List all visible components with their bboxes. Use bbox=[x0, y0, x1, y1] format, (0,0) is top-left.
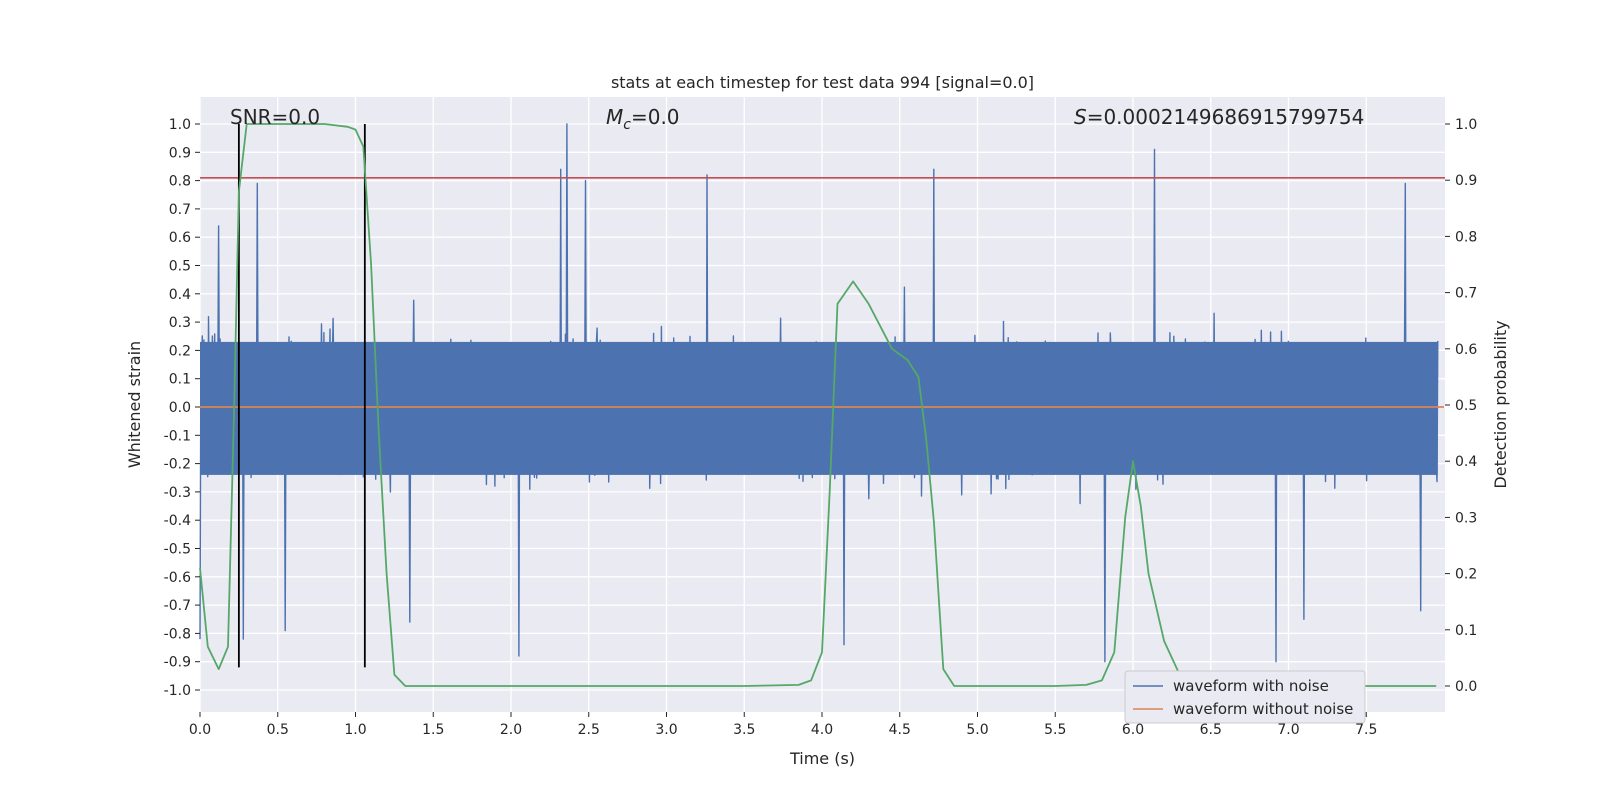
x-axis-label: Time (s) bbox=[789, 749, 855, 768]
chart-overlay bbox=[199, 123, 1445, 687]
y-tick-label: 0.0 bbox=[169, 400, 191, 416]
y2-tick-label: 0.8 bbox=[1455, 229, 1477, 245]
y-tick-label: -0.1 bbox=[164, 428, 191, 444]
y2-tick-label: 0.3 bbox=[1455, 510, 1477, 526]
annotation-s-symbol: S bbox=[1074, 105, 1087, 129]
annotation-mc-symbol: M bbox=[606, 105, 623, 129]
x-tick-label: 1.0 bbox=[344, 722, 366, 738]
y-tick-label: 0.4 bbox=[169, 287, 191, 303]
x-tick-label: 2.5 bbox=[578, 722, 600, 738]
y-tick-label: 0.9 bbox=[169, 145, 191, 161]
annotation-chirp-mass: Mc=0.0 bbox=[606, 105, 680, 133]
legend-label-clean: waveform without noise bbox=[1173, 700, 1353, 718]
x-tick-label: 2.0 bbox=[500, 722, 522, 738]
x-axis-ticks: 0.0 0.5 1.0 1.5 2.0 2.5 3.0 3.5 4.0 4.5 5.0 5.5 6.0 6… bbox=[189, 712, 1377, 738]
legend-box bbox=[1124, 670, 1366, 724]
y-axis-label: Whitened strain bbox=[125, 341, 144, 468]
y-tick-label: 0.3 bbox=[169, 315, 191, 331]
y2-tick-label: 0.0 bbox=[1455, 679, 1477, 695]
y2-tick-label: 0.4 bbox=[1455, 454, 1477, 470]
annotation-snr: SNR=0.0 bbox=[230, 105, 320, 129]
y2-tick-label: 0.2 bbox=[1455, 567, 1477, 583]
y2-axis-label: Detection probability bbox=[1491, 320, 1510, 488]
x-tick-label: 4.5 bbox=[889, 722, 911, 738]
y2-tick-label: 0.6 bbox=[1455, 342, 1477, 358]
y-tick-label: -0.9 bbox=[164, 655, 191, 671]
x-tick-label: 3.0 bbox=[655, 722, 677, 738]
y-tick-label: -0.7 bbox=[164, 598, 191, 614]
x-tick-label: 6.0 bbox=[1122, 722, 1144, 738]
x-tick-label: 5.0 bbox=[966, 722, 988, 738]
series-detection-probability bbox=[199, 123, 1437, 687]
y-tick-label: 1.0 bbox=[169, 117, 191, 133]
y-tick-label: -0.2 bbox=[164, 457, 191, 473]
x-tick-label: 0.5 bbox=[267, 722, 289, 738]
x-tick-label: 6.5 bbox=[1200, 722, 1222, 738]
x-tick-label: 7.0 bbox=[1277, 722, 1299, 738]
x-tick-label: 0.0 bbox=[189, 722, 211, 738]
y-tick-label: 0.7 bbox=[169, 202, 191, 218]
x-tick-label: 4.0 bbox=[811, 722, 833, 738]
x-tick-label: 7.5 bbox=[1355, 722, 1377, 738]
y2-tick-label: 0.1 bbox=[1455, 623, 1477, 639]
y-tick-label: -1.0 bbox=[164, 683, 191, 699]
y-tick-label: 0.8 bbox=[169, 174, 191, 190]
y-tick-label: 0.1 bbox=[169, 372, 191, 388]
annotation-s-value: =0.0002149686915799754 bbox=[1087, 105, 1365, 129]
y2-tick-label: 0.9 bbox=[1455, 173, 1477, 189]
y-tick-label: -0.8 bbox=[164, 626, 191, 642]
x-tick-label: 1.5 bbox=[422, 722, 444, 738]
annotation-mc-subscript: c bbox=[623, 117, 631, 133]
y-axis-ticks: -1.0 -0.9 -0.8 -0.7 -0.6 -0.5 -0.4 -0.3 -0.2 -0.1… bbox=[164, 117, 200, 699]
series-waveform-with-noise bbox=[199, 123, 1439, 663]
x-tick-label: 5.5 bbox=[1044, 722, 1066, 738]
y-tick-label: -0.6 bbox=[164, 570, 191, 586]
legend: waveform with noise waveform without noi… bbox=[1124, 670, 1366, 724]
x-tick-label: 3.5 bbox=[733, 722, 755, 738]
y2-tick-label: 0.7 bbox=[1455, 286, 1477, 302]
y-tick-label: 0.2 bbox=[169, 343, 191, 359]
chart-title: stats at each timestep for test data 994… bbox=[611, 73, 1034, 92]
annotation-mc-value: =0.0 bbox=[631, 105, 680, 129]
annotation-statistic: S=0.0002149686915799754 bbox=[1074, 105, 1364, 129]
noise-line bbox=[199, 123, 1439, 663]
y-tick-label: -0.4 bbox=[164, 513, 191, 529]
y2-axis-ticks: 0.0 0.1 0.2 0.3 0.4 0.5 0.6 0.7 0.8 0.9 1.0 bbox=[1445, 117, 1477, 695]
y-tick-label: 0.6 bbox=[169, 230, 191, 246]
y-tick-label: -0.5 bbox=[164, 542, 191, 558]
y-tick-label: -0.3 bbox=[164, 485, 191, 501]
y-tick-label: 0.5 bbox=[169, 259, 191, 275]
legend-label-noise: waveform with noise bbox=[1173, 677, 1329, 695]
y2-tick-label: 1.0 bbox=[1455, 117, 1477, 133]
y2-tick-label: 0.5 bbox=[1455, 398, 1477, 414]
